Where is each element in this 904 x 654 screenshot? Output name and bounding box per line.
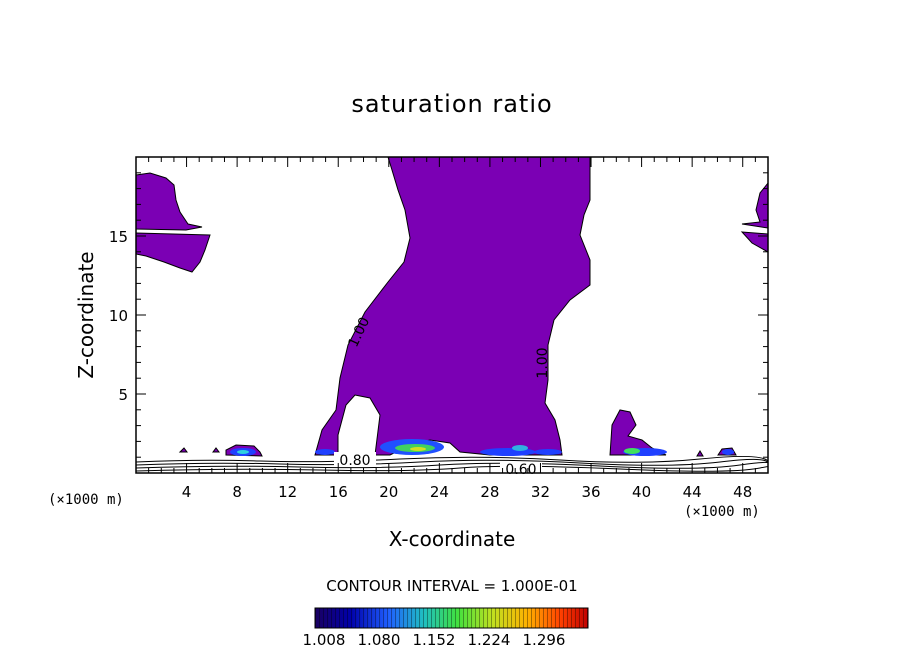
x-tick-label: 8 — [232, 483, 242, 501]
x-tick-label: 24 — [430, 483, 449, 501]
x-unit-label: (×1000 m) — [684, 504, 760, 520]
contour-lines-surface — [136, 455, 768, 472]
colorbar-tick-label: 1.152 — [413, 631, 456, 649]
patch-46km-blue — [722, 449, 734, 455]
y-tick-labels: 5 10 15 — [109, 228, 128, 404]
colorbar-tick-label: 1.296 — [523, 631, 566, 649]
x-tick-labels: 4 8 12 16 20 24 28 32 36 40 44 48 — [182, 483, 752, 501]
x-tick-label: 40 — [632, 483, 651, 501]
colorbar-tick-labels: 1.008 1.080 1.152 1.224 1.296 — [303, 631, 566, 649]
contour-high-patches — [230, 439, 734, 456]
y-tick-label: 5 — [118, 386, 128, 404]
contour-label-4: 0.60 — [505, 462, 536, 478]
z-unit-label: (×1000 m) — [48, 492, 124, 508]
colorbar-stripes — [315, 608, 588, 628]
contour-fill-left-upper — [136, 172, 203, 231]
contour-interval-text: CONTOUR INTERVAL = 1.000E-01 — [326, 577, 577, 595]
contour-fill-right-lower — [740, 231, 768, 253]
y-tick-label: 15 — [109, 228, 128, 246]
y-axis-label: Z-coordinate — [74, 251, 98, 378]
patch-40km-green — [624, 448, 640, 454]
chart-title: saturation ratio — [351, 90, 552, 118]
x-tick-label: 16 — [329, 483, 348, 501]
patch-8km-cyan — [237, 450, 249, 454]
patch-28km-blue — [480, 448, 536, 456]
contour-fill-dot-2 — [212, 447, 220, 453]
patch-16km-blue — [315, 449, 335, 455]
contour-fill-central-plume — [314, 157, 591, 456]
colorbar-tick-label: 1.080 — [358, 631, 401, 649]
x-tick-label: 36 — [581, 483, 600, 501]
colorbar-tick-label: 1.008 — [303, 631, 346, 649]
x-tick-label: 48 — [733, 483, 752, 501]
contour-label-3: 0.80 — [339, 453, 370, 469]
x-tick-label: 4 — [182, 483, 192, 501]
x-axis-label: X-coordinate — [389, 527, 516, 551]
contour-fill-right-upper — [741, 182, 768, 229]
patch-33km-blue — [534, 449, 562, 455]
contour-label-2: 1.00 — [535, 347, 551, 378]
contour-fill-dot-1 — [178, 447, 188, 453]
x-tick-label: 28 — [480, 483, 499, 501]
x-tick-label: 12 — [278, 483, 297, 501]
patch-20km-yellow — [410, 447, 426, 451]
x-tick-label: 20 — [379, 483, 398, 501]
contour-fill-dot-3 — [696, 450, 704, 457]
patch-31km-cyan — [512, 445, 528, 451]
x-tick-label: 44 — [683, 483, 702, 501]
y-tick-label: 10 — [109, 307, 128, 325]
colorbar-tick-label: 1.224 — [468, 631, 511, 649]
contour-fill-left-lower — [136, 232, 211, 273]
axis-ticks — [136, 157, 768, 473]
x-tick-label: 32 — [531, 483, 550, 501]
contour-fills — [136, 157, 768, 457]
